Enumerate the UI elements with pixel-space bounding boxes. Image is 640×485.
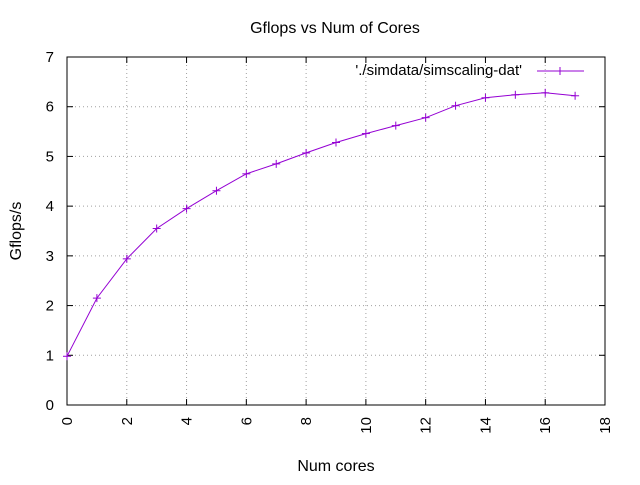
x-tick-label: 10 (358, 417, 375, 434)
data-point (302, 148, 311, 157)
chart-title: Gflops vs Num of Cores (250, 20, 420, 37)
y-axis-label: Gflops/s (8, 202, 25, 261)
x-tick-label: 16 (537, 417, 554, 434)
series-layer (63, 88, 580, 361)
data-point (481, 93, 490, 102)
x-tick-label: 6 (238, 417, 255, 425)
y-tick-label: 7 (46, 49, 54, 66)
x-axis-label: Num cores (297, 458, 374, 475)
x-tick-label: 8 (298, 417, 315, 425)
y-tick-label: 6 (46, 99, 54, 116)
data-point (332, 138, 340, 147)
data-point (122, 254, 131, 263)
data-point (242, 169, 251, 178)
data-point (541, 88, 550, 97)
x-tick-label: 18 (597, 417, 614, 434)
y-tick-label: 3 (46, 248, 54, 265)
grid-layer (67, 57, 605, 405)
x-tick-label: 0 (59, 417, 76, 425)
data-point (361, 129, 370, 138)
data-point (63, 352, 71, 361)
data-point (391, 121, 400, 130)
y-tick-label: 5 (46, 148, 54, 165)
y-tick-label: 2 (46, 298, 54, 315)
data-point (272, 159, 281, 168)
data-point (212, 186, 221, 195)
series-line (66, 92, 576, 357)
y-tick-label: 1 (46, 347, 54, 364)
y-tick-label: 4 (46, 198, 54, 215)
x-tick-label: 2 (119, 417, 136, 425)
legend: './simdata/simscaling-dat' (355, 62, 584, 79)
data-point (571, 91, 580, 100)
x-tick-label: 14 (477, 417, 494, 434)
y-tick-label: 0 (46, 397, 54, 414)
legend-marker (556, 67, 564, 75)
legend-label: './simdata/simscaling-dat' (355, 62, 522, 79)
x-tick-label: 4 (179, 417, 196, 425)
x-tick-label: 12 (418, 417, 435, 434)
data-point (451, 101, 460, 110)
data-point (92, 294, 101, 303)
data-point (421, 113, 430, 122)
plot-frame (66, 56, 606, 406)
data-point (152, 224, 161, 233)
data-point (182, 204, 191, 213)
data-point (511, 90, 520, 99)
